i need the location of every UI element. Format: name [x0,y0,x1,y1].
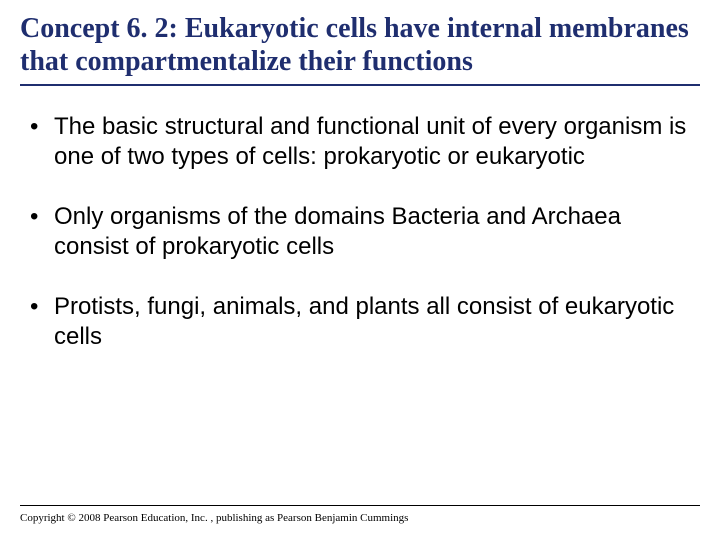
bullet-list: The basic structural and functional unit… [20,112,700,352]
bullet-item: The basic structural and functional unit… [26,112,700,172]
bullet-item: Only organisms of the domains Bacteria a… [26,202,700,262]
bullet-item: Protists, fungi, animals, and plants all… [26,292,700,352]
slide-title: Concept 6. 2: Eukaryotic cells have inte… [20,12,700,86]
footer-divider [20,505,700,506]
slide-container: Concept 6. 2: Eukaryotic cells have inte… [0,0,720,540]
copyright-text: Copyright © 2008 Pearson Education, Inc.… [20,512,408,524]
